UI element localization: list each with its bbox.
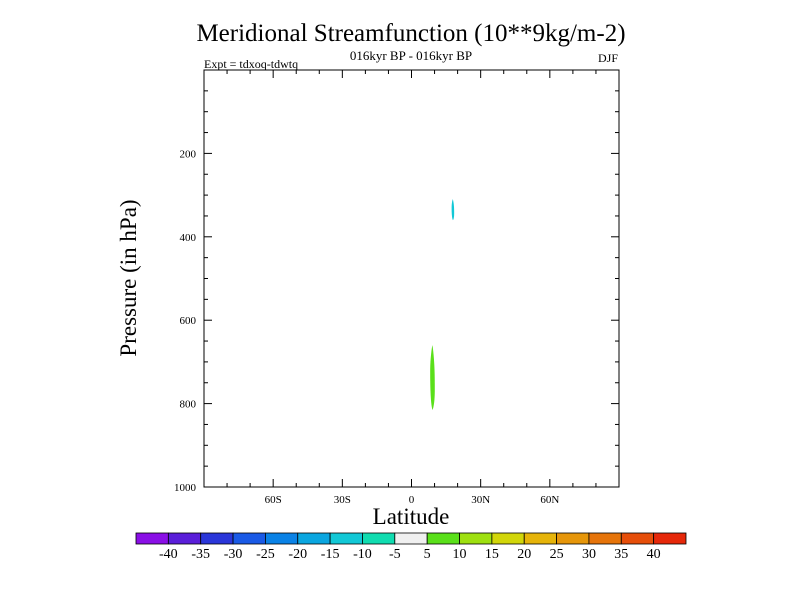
x-tick-label: 0	[409, 494, 415, 506]
colorbar-swatch	[362, 532, 396, 545]
colorbar-label: -15	[321, 547, 340, 562]
colorbar-label: -30	[224, 547, 243, 562]
x-axis-label: Latitude	[373, 504, 450, 529]
x-tick-label: 60N	[540, 494, 559, 506]
x-tick-label: 60S	[265, 494, 282, 506]
y-tick-label: 200	[180, 148, 197, 160]
season-annotation: DJF	[598, 51, 618, 65]
contour-region-1	[451, 199, 455, 221]
colorbar-label: -5	[389, 547, 401, 562]
colorbar-swatch	[426, 532, 460, 545]
colorbar-label: 20	[517, 547, 531, 562]
x-tick-label: 30S	[334, 494, 351, 506]
x-tick-label: 30N	[471, 494, 490, 506]
colorbar-swatch	[200, 532, 234, 545]
colorbar-swatch	[588, 532, 622, 545]
colorbar-label: -25	[256, 547, 275, 562]
colorbar-label: 35	[614, 547, 628, 562]
y-tick-label: 400	[180, 232, 197, 244]
colorbar-label: 30	[582, 547, 596, 562]
axis-ticks: 200 400 600 800 1000 60S 30S 0 30N 60N	[174, 70, 619, 506]
colorbar-swatch	[265, 532, 299, 545]
expt-annotation: Expt = tdxoq-tdwtq	[204, 57, 298, 71]
chart-title: Meridional Streamfunction (10**9kg/m-2)	[196, 20, 625, 47]
colorbar-swatch	[135, 532, 169, 545]
contour-regions	[430, 199, 455, 410]
colorbar-swatch	[459, 532, 493, 545]
colorbar-swatch	[653, 532, 687, 545]
plot-frame	[203, 69, 620, 488]
colorbar-swatch	[167, 532, 202, 545]
colorbar-label: -40	[159, 547, 178, 562]
colorbar-label: 5	[424, 547, 431, 562]
colorbar-swatch	[620, 532, 655, 545]
colorbar-swatch	[329, 532, 363, 545]
y-tick-label: 600	[180, 315, 197, 327]
colorbar-label: 25	[550, 547, 564, 562]
y-tick-label: 800	[180, 399, 197, 411]
y-axis-label: Pressure (in hPa)	[116, 199, 141, 356]
colorbar-swatch	[491, 532, 525, 545]
colorbar-label: 10	[453, 547, 467, 562]
colorbar-label: -10	[353, 547, 372, 562]
chart-subtitle: 016kyr BP - 016kyr BP	[350, 48, 472, 63]
y-tick-label: 1000	[174, 482, 197, 494]
colorbar-label: -35	[191, 547, 210, 562]
colorbar: -40 -35 -30 -25 -20 -15 -10 -5 5 10 15 20 25 30 35 40	[135, 532, 687, 562]
colorbar-label: 40	[647, 547, 661, 562]
colorbar-label: -20	[288, 547, 307, 562]
contour-region-2	[430, 345, 435, 410]
colorbar-swatch	[394, 532, 428, 545]
colorbar-swatch	[556, 532, 590, 545]
colorbar-swatch	[232, 532, 266, 545]
colorbar-swatch	[297, 532, 331, 545]
colorbar-label: 15	[485, 547, 499, 562]
colorbar-swatch	[523, 532, 557, 545]
